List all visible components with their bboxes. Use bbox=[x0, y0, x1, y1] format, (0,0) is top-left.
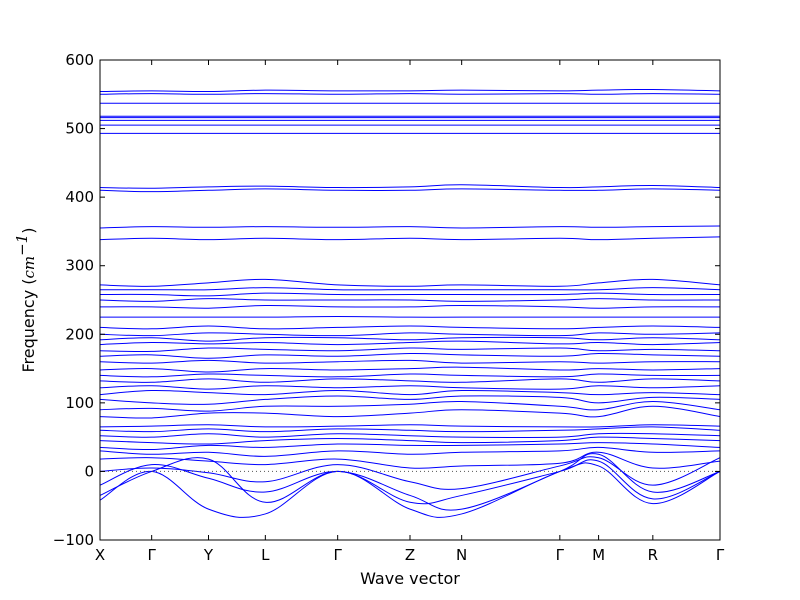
band-line-25 bbox=[100, 332, 720, 337]
y-tick-label-1: 0 bbox=[84, 462, 94, 480]
band-line-12 bbox=[100, 405, 720, 419]
y-tick-label-5: 400 bbox=[65, 188, 94, 206]
y-tick-label-0: −100 bbox=[53, 531, 94, 549]
x-tick-label-10: Γ bbox=[716, 546, 725, 564]
band-line-6 bbox=[100, 446, 720, 457]
band-line-3 bbox=[100, 453, 720, 511]
x-tick-label-7: Γ bbox=[556, 546, 565, 564]
band-line-16 bbox=[100, 385, 720, 390]
y-axis-title-label: Frequency bbox=[19, 290, 38, 373]
band-line-44 bbox=[100, 88, 720, 93]
y-tick-label-6: 500 bbox=[65, 120, 94, 138]
x-tick-label-4: Γ bbox=[333, 546, 342, 564]
x-tick-label-8: M bbox=[592, 546, 605, 564]
x-tick-label-3: L bbox=[261, 546, 270, 564]
band-line-11 bbox=[100, 424, 720, 428]
band-line-31 bbox=[100, 287, 720, 291]
band-line-8 bbox=[100, 436, 720, 445]
band-line-19 bbox=[100, 366, 720, 373]
y-axis-unit-exponent: −1 bbox=[13, 234, 31, 256]
band-line-29 bbox=[100, 298, 720, 302]
band-line-32 bbox=[100, 278, 720, 287]
band-line-26 bbox=[100, 325, 720, 330]
band-line-14 bbox=[100, 395, 720, 405]
band-line-27 bbox=[100, 315, 720, 318]
series-layer bbox=[100, 88, 720, 518]
band-line-35 bbox=[100, 188, 720, 193]
band-line-15 bbox=[100, 389, 720, 396]
band-line-4 bbox=[100, 456, 720, 490]
x-tick-label-0: X bbox=[95, 546, 105, 564]
band-line-9 bbox=[100, 432, 720, 438]
band-line-20 bbox=[100, 359, 720, 364]
tick-layer: −100 0 100 200 300 400 500 600 X Γ Y L Γ Z N Γ M R Γ bbox=[53, 51, 725, 564]
band-line-7 bbox=[100, 442, 720, 451]
x-axis-title: Wave vector bbox=[360, 569, 460, 588]
x-tick-label-2: Y bbox=[203, 546, 214, 564]
band-line-1 bbox=[100, 457, 720, 505]
band-line-17 bbox=[100, 378, 720, 383]
y-tick-label-7: 600 bbox=[65, 51, 94, 69]
x-tick-label-9: R bbox=[648, 546, 658, 564]
y-tick-label-4: 300 bbox=[65, 257, 94, 275]
y-tick-label-3: 200 bbox=[65, 325, 94, 343]
band-line-30 bbox=[100, 292, 720, 297]
band-line-18 bbox=[100, 373, 720, 378]
band-line-34 bbox=[100, 225, 720, 229]
x-tick-label-6: N bbox=[456, 546, 467, 564]
y-axis-unit: cm bbox=[20, 256, 38, 279]
band-line-5 bbox=[100, 451, 720, 469]
band-line-36 bbox=[100, 184, 720, 189]
band-line-22 bbox=[100, 347, 720, 353]
band-line-24 bbox=[100, 336, 720, 342]
y-tick-label-2: 100 bbox=[65, 394, 94, 412]
y-axis-title: Frequency (cm−1) bbox=[13, 228, 38, 373]
band-line-43 bbox=[100, 93, 720, 95]
band-line-23 bbox=[100, 340, 720, 346]
band-line-33 bbox=[100, 236, 720, 241]
x-tick-label-1: Γ bbox=[147, 546, 156, 564]
x-tick-label-5: Z bbox=[405, 546, 415, 564]
band-line-21 bbox=[100, 352, 720, 359]
band-line-2 bbox=[100, 462, 720, 518]
band-line-10 bbox=[100, 426, 720, 433]
band-line-28 bbox=[100, 304, 720, 309]
band-line-13 bbox=[100, 400, 720, 412]
